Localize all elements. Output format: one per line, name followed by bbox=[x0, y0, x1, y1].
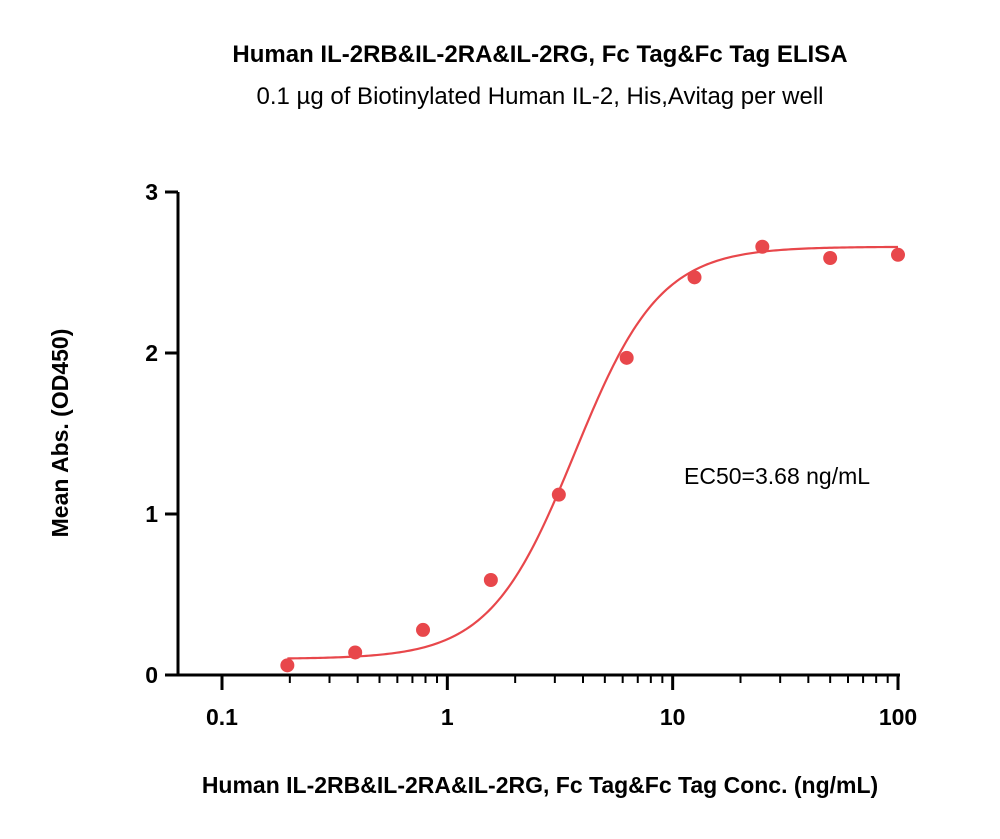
chart-subtitle: 0.1 µg of Biotinylated Human IL-2, His,A… bbox=[257, 83, 824, 110]
y-tick-label: 0 bbox=[145, 662, 158, 688]
x-axis-title: Human IL-2RB&IL-2RA&IL-2RG, Fc Tag&Fc Ta… bbox=[202, 772, 878, 798]
data-point bbox=[416, 622, 431, 637]
y-tick-label: 2 bbox=[145, 340, 158, 366]
x-tick-label: 10 bbox=[660, 704, 686, 730]
y-tick-label: 3 bbox=[145, 179, 158, 205]
data-point bbox=[687, 270, 702, 285]
data-point bbox=[755, 239, 770, 254]
data-point bbox=[823, 251, 838, 266]
x-tick-label: 0.1 bbox=[206, 704, 238, 730]
fit-curve bbox=[287, 245, 899, 660]
y-axis-title: Mean Abs. (OD450) bbox=[47, 329, 73, 538]
data-point bbox=[483, 573, 498, 588]
data-point bbox=[348, 645, 363, 660]
data-point bbox=[551, 487, 566, 502]
data-point bbox=[891, 247, 905, 262]
x-tick-label: 1 bbox=[441, 704, 454, 730]
ec50-annotation: EC50=3.68 ng/mL bbox=[684, 463, 870, 489]
data-point bbox=[280, 658, 295, 673]
data-point bbox=[619, 350, 634, 365]
chart-title: Human IL-2RB&IL-2RA&IL-2RG, Fc Tag&Fc Ta… bbox=[232, 41, 847, 68]
x-tick-label: 100 bbox=[879, 704, 917, 730]
y-tick-label: 1 bbox=[145, 501, 158, 527]
axes bbox=[176, 192, 900, 677]
